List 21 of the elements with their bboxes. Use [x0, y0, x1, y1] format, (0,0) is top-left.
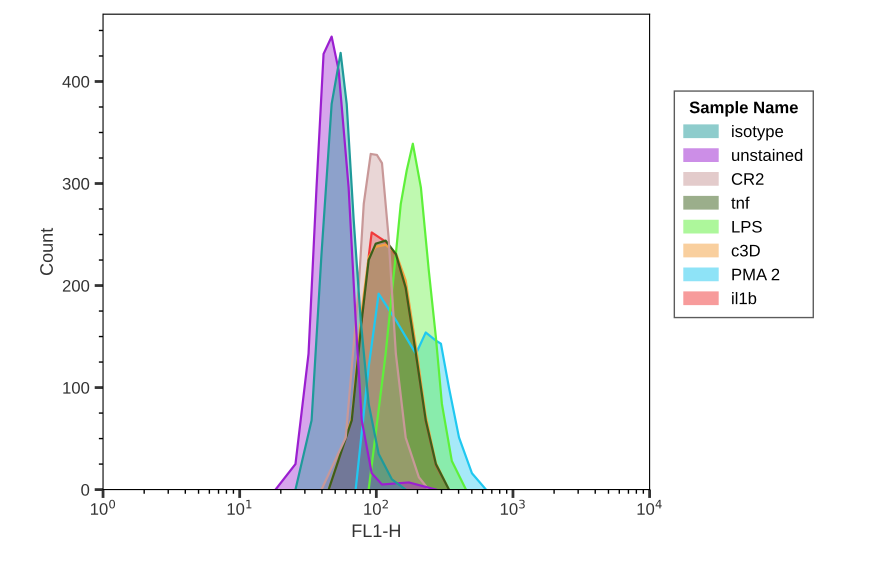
y-axis-title: Count [40, 228, 53, 276]
x-tick-label: 10$^{1}$ [228, 500, 252, 515]
y-tick-label: 100 [63, 382, 90, 394]
y-tick-label: 200 [62, 280, 90, 292]
legend-label: c3D [732, 244, 760, 257]
x-tick-label: 10$^{0}$ [90, 500, 116, 515]
legend-label: CR2 [732, 173, 764, 185]
legend-label: unstained [732, 148, 802, 162]
x-axis-title: FL1-H [352, 524, 400, 537]
legend-label: isotype [732, 124, 784, 140]
legend-label: LPS [732, 220, 762, 233]
x-tick-label: 10$^{2}$ [364, 500, 388, 515]
legend-title: Sample Name [690, 101, 798, 117]
legend-label: il1b [732, 292, 756, 304]
y-tick-label: 300 [62, 178, 90, 190]
x-tick-label: 10$^{3}$ [500, 500, 525, 515]
y-tick-label: 0 [81, 484, 90, 496]
legend-label: tnf [731, 196, 750, 209]
y-tick-label: 400 [62, 76, 90, 88]
x-tick-label: 10$^{4}$ [638, 500, 662, 515]
legend-label: PMA 2 [732, 268, 780, 280]
